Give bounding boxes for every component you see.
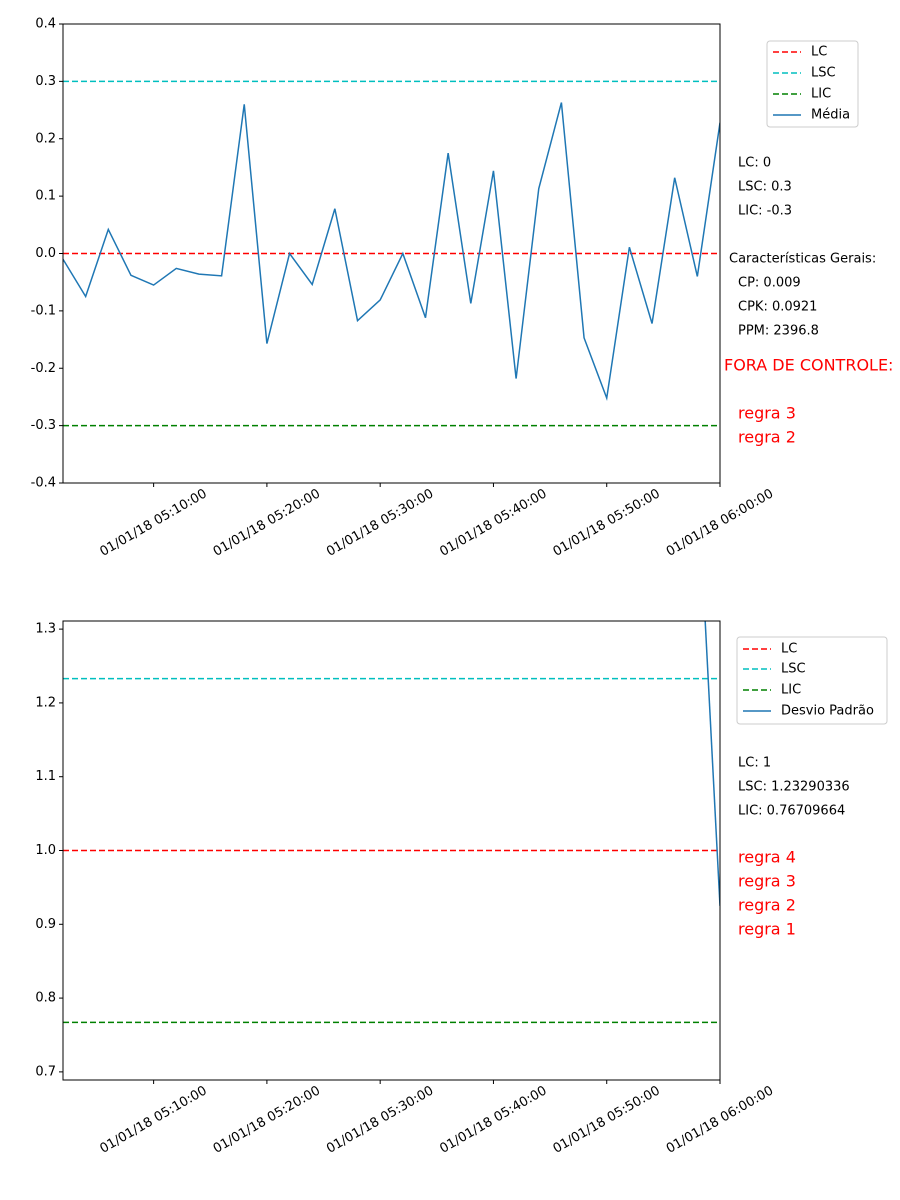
y-tick-label: -0.2	[31, 361, 56, 376]
x-tick-label: 01/01/18 05:20:00	[211, 486, 323, 559]
y-tick-label: -0.4	[31, 476, 56, 491]
plot-area	[63, 621, 720, 1024]
rule-label: regra 2	[738, 896, 796, 915]
legend-label: LIC	[811, 87, 831, 102]
general-title: Características Gerais:	[729, 252, 876, 267]
stat-label: LSC: 1.23290336	[738, 780, 850, 795]
rule-label: regra 2	[738, 428, 796, 447]
x-tick-label: 01/01/18 06:00:00	[664, 1083, 776, 1156]
general-stat: CPK: 0.0921	[738, 300, 817, 315]
legend-label: LC	[781, 642, 797, 657]
y-tick-label: 0.3	[35, 74, 56, 89]
legend-box	[736, 636, 888, 725]
y-tick-label: 0.0	[35, 246, 56, 261]
rule-label: regra 4	[738, 848, 796, 867]
y-tick-label: 0.8	[35, 991, 56, 1006]
y-tick-label: -0.1	[31, 303, 56, 318]
legend-box	[766, 40, 859, 128]
y-tick-label: 0.9	[35, 917, 56, 932]
rule-label: regra 3	[738, 404, 796, 423]
plot-area	[63, 80, 720, 427]
legend-label: LSC	[781, 662, 806, 677]
stat-label: LSC: 0.3	[738, 180, 792, 195]
y-tick-label: 0.2	[35, 131, 56, 146]
x-tick-label: 01/01/18 05:10:00	[98, 1083, 210, 1156]
rule-label: regra 3	[738, 872, 796, 891]
general-stat: CP: 0.009	[738, 276, 801, 291]
x-tick-label: 01/01/18 05:10:00	[98, 486, 210, 559]
stat-label: LIC: 0.76709664	[738, 804, 845, 819]
stat-label: LC: 0	[738, 156, 771, 171]
x-tick-label: 01/01/18 05:50:00	[551, 1083, 663, 1156]
rule-label: regra 1	[738, 920, 796, 939]
legend-label: LIC	[781, 683, 801, 698]
y-tick-label: 1.0	[35, 843, 56, 858]
y-tick-label: 1.1	[35, 769, 56, 784]
stat-label: LIC: -0.3	[738, 204, 792, 219]
data-line	[63, 102, 720, 402]
y-tick-label: 1.2	[35, 695, 56, 710]
x-tick-label: 01/01/18 06:00:00	[664, 486, 776, 559]
x-tick-label: 01/01/18 05:30:00	[324, 1083, 436, 1156]
data-line	[704, 621, 720, 906]
x-tick-label: 01/01/18 05:20:00	[211, 1083, 323, 1156]
y-tick-label: 0.4	[35, 17, 56, 32]
axes-frame	[62, 23, 721, 484]
y-tick-label: 1.3	[35, 622, 56, 637]
stat-label: LC: 1	[738, 756, 771, 771]
x-tick-label: 01/01/18 05:40:00	[437, 486, 549, 559]
x-tick-label: 01/01/18 05:30:00	[324, 486, 436, 559]
axes-frame	[62, 620, 721, 1081]
y-tick-label: 0.7	[35, 1064, 56, 1079]
legend-label: LC	[811, 45, 827, 60]
x-tick-label: 01/01/18 05:40:00	[437, 1083, 549, 1156]
y-tick-label: -0.3	[31, 418, 56, 433]
alert-label: FORA DE CONTROLE:	[724, 356, 893, 375]
legend-label: Desvio Padrão	[781, 704, 874, 719]
x-tick-label: 01/01/18 05:50:00	[551, 486, 663, 559]
legend-label: LSC	[811, 66, 836, 81]
general-stat: PPM: 2396.8	[738, 324, 819, 339]
y-tick-label: 0.1	[35, 189, 56, 204]
legend-label: Média	[811, 108, 850, 123]
